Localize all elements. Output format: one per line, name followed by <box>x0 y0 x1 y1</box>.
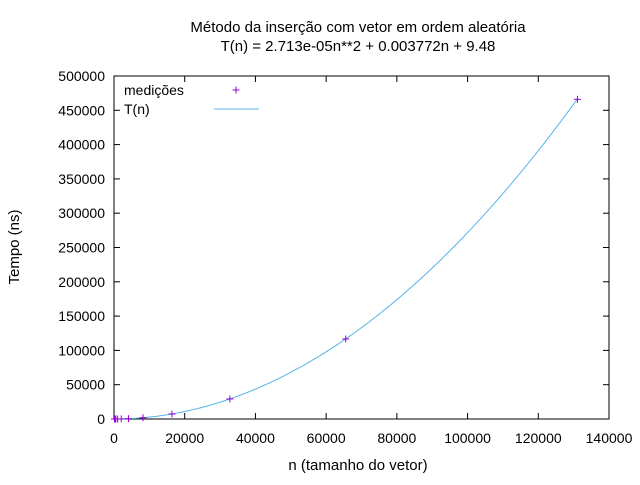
y-tick-label: 450000 <box>58 102 105 118</box>
y-tick-label: 0 <box>97 411 105 427</box>
x-tick-label: 60000 <box>307 430 346 446</box>
fit-curve-series <box>113 98 578 420</box>
data-point <box>124 415 132 423</box>
y-tick-label: 250000 <box>58 240 105 256</box>
y-tick-label: 300000 <box>58 205 105 221</box>
x-tick-label: 40000 <box>236 430 275 446</box>
legend: medições T(n) <box>124 82 259 117</box>
y-tick-label: 100000 <box>58 342 105 358</box>
plot-frame <box>113 75 610 420</box>
y-tick-label: 150000 <box>58 308 105 324</box>
y-tick-label: 400000 <box>58 137 105 153</box>
y-tick-label: 200000 <box>58 274 105 290</box>
plot-border <box>113 75 610 420</box>
x-tick-label: 140000 <box>586 430 633 446</box>
data-point <box>226 395 234 403</box>
x-tick-label: 0 <box>110 430 118 446</box>
fit-curve-line <box>113 98 578 420</box>
data-point <box>573 95 581 103</box>
y-tick-label: 500000 <box>58 68 105 84</box>
y-tick-label: 50000 <box>66 377 105 393</box>
data-point <box>139 414 147 422</box>
data-point <box>168 410 176 418</box>
x-tick-label: 120000 <box>515 430 562 446</box>
legend-label-measurements: medições <box>124 82 184 98</box>
x-tick-label: 20000 <box>165 430 204 446</box>
legend-label-fit: T(n) <box>124 101 150 117</box>
data-point <box>342 335 350 343</box>
x-axis-label: n (tamanho do vetor) <box>288 457 427 474</box>
x-axis-ticks: 0 20000 40000 60000 80000 100000 120000 140000 <box>110 76 633 446</box>
y-axis-ticks: 0 50000 100000 150000 200000 250000 300000 3500… <box>58 68 609 427</box>
x-tick-label: 100000 <box>444 430 491 446</box>
legend-plus-marker <box>232 86 240 94</box>
legend-marker-measurements <box>232 86 240 94</box>
x-tick-label: 80000 <box>377 430 416 446</box>
data-point <box>117 415 125 423</box>
chart-title: Método da inserção com vetor em ordem al… <box>190 19 526 36</box>
y-tick-label: 350000 <box>58 171 105 187</box>
measurement-series <box>110 95 581 423</box>
y-axis-label: Tempo (ns) <box>6 209 23 284</box>
chart-subtitle: T(n) = 2.713e-05n**2 + 0.003772n + 9.48 <box>221 38 496 55</box>
